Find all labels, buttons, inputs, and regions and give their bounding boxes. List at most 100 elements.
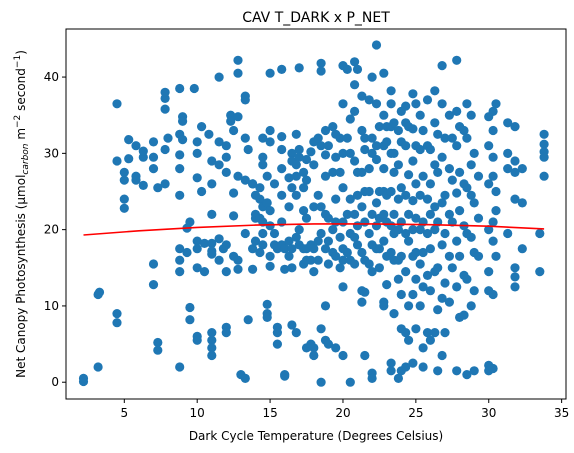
data-point [360, 133, 370, 143]
data-point [320, 301, 331, 311]
data-point [214, 234, 224, 244]
data-point [316, 141, 326, 151]
data-point [248, 264, 258, 274]
y-axis-label-prefix: Net Canopy Photosynthesis (μmol [14, 175, 28, 378]
data-point [415, 190, 425, 200]
data-point [240, 373, 250, 383]
data-point [433, 129, 443, 139]
data-point [539, 139, 549, 149]
data-point [301, 175, 312, 185]
data-point [345, 194, 355, 204]
data-point [284, 173, 294, 183]
data-point [221, 141, 231, 151]
data-point [488, 236, 498, 246]
fit-line-layer [83, 223, 545, 236]
data-point [192, 263, 202, 273]
data-point [280, 264, 290, 274]
data-point [415, 144, 425, 155]
data-point [425, 209, 435, 219]
data-point [367, 72, 377, 82]
y-axis-label-suffix: ) [14, 50, 28, 55]
data-point [301, 213, 312, 223]
data-point [291, 190, 301, 200]
data-point [466, 232, 476, 242]
data-point [338, 148, 348, 158]
y-tick-label: 0 [51, 375, 59, 389]
data-point [364, 186, 374, 197]
data-point [197, 186, 207, 197]
data-point [404, 170, 414, 180]
data-point [510, 282, 520, 292]
data-point [455, 206, 465, 216]
data-point [382, 280, 392, 290]
y-axis-label-sup1: −2 [13, 115, 23, 128]
data-point [371, 40, 382, 50]
data-point [214, 72, 224, 82]
data-point [357, 297, 367, 307]
data-point [221, 240, 231, 250]
data-point [221, 167, 231, 177]
data-point [287, 183, 297, 193]
data-point [503, 164, 513, 174]
data-point [287, 244, 297, 254]
data-point [178, 135, 188, 145]
data-point [466, 110, 476, 120]
data-point [316, 324, 326, 334]
data-point [411, 274, 421, 284]
data-point [345, 148, 355, 158]
data-point [229, 211, 239, 221]
data-point [491, 186, 501, 197]
data-point [233, 255, 243, 265]
data-point [393, 125, 403, 136]
data-point [178, 116, 188, 126]
data-point [425, 179, 435, 189]
data-point [437, 99, 447, 109]
data-point [280, 244, 290, 254]
data-point [233, 264, 243, 274]
data-point [124, 135, 134, 145]
data-point [437, 61, 447, 71]
data-point [444, 251, 454, 261]
x-tick-label: 20 [335, 406, 350, 420]
data-point [323, 339, 333, 349]
data-point [401, 101, 411, 111]
data-point [452, 366, 462, 376]
data-point [352, 240, 363, 250]
data-point [488, 217, 498, 227]
data-point [386, 366, 396, 376]
data-point [418, 125, 428, 136]
data-point [331, 194, 341, 204]
data-point [374, 122, 384, 132]
data-point [386, 186, 396, 197]
data-point [418, 282, 428, 292]
data-point [313, 133, 323, 143]
data-point [510, 194, 520, 204]
data-point [444, 297, 454, 307]
plot-frame [65, 28, 567, 400]
data-point [379, 110, 389, 120]
data-point [462, 99, 472, 109]
data-point [272, 339, 282, 349]
data-point [517, 198, 527, 208]
data-point [284, 251, 294, 261]
data-point [484, 225, 494, 235]
data-point [425, 244, 435, 254]
data-point [284, 236, 294, 246]
data-point [204, 129, 214, 139]
x-tick-label: 15 [262, 406, 277, 420]
data-point [78, 373, 89, 383]
data-point [338, 99, 348, 109]
data-point [342, 64, 352, 74]
data-point [357, 202, 367, 212]
data-point [379, 164, 389, 174]
data-point [425, 286, 435, 296]
data-point [408, 225, 418, 235]
data-point [160, 104, 170, 114]
data-point [350, 232, 360, 242]
chart-title: CAV T_DARK x P_NET [242, 10, 390, 26]
data-point [119, 175, 129, 185]
data-point [291, 232, 301, 242]
data-point [306, 147, 316, 157]
data-point [287, 320, 297, 330]
